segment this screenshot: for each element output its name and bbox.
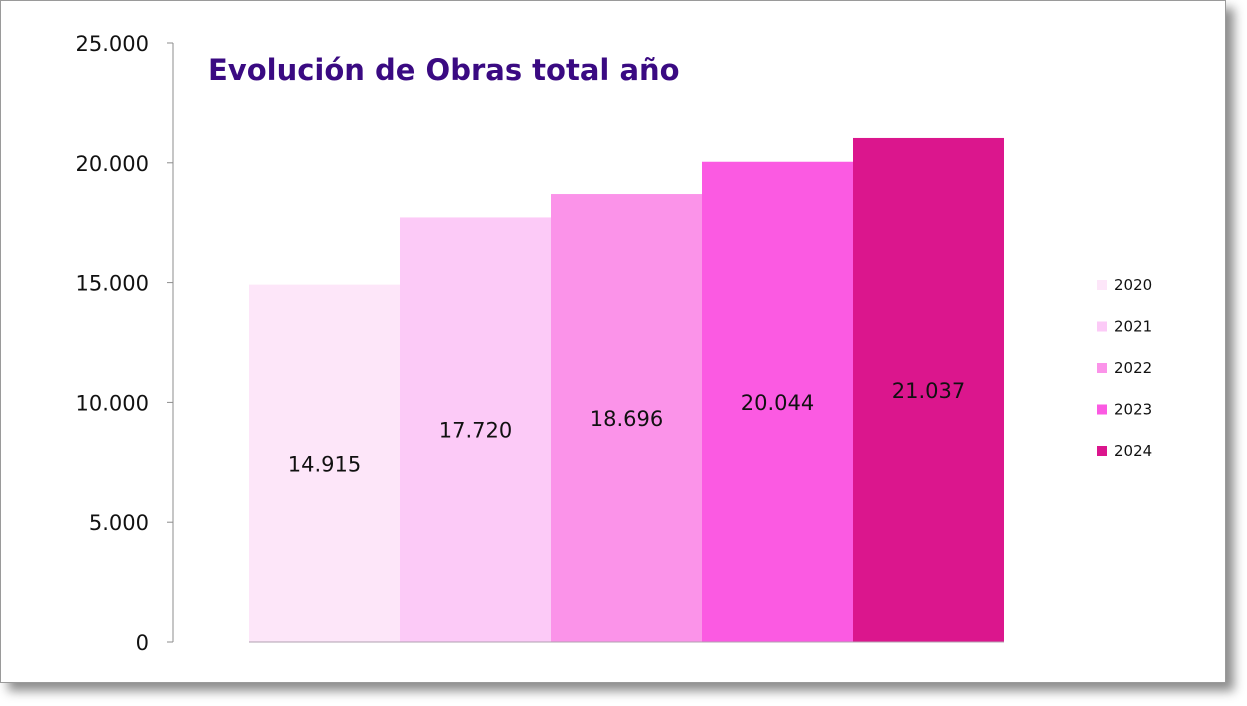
bar-2023 [702, 161, 853, 642]
data-label-2020: 14.915 [288, 452, 361, 476]
chart-title: Evolución de Obras total año [208, 53, 680, 87]
legend-swatch-2024 [1097, 446, 1107, 456]
data-label-2022: 18.696 [590, 407, 663, 431]
legend-label-2024: 2024 [1114, 442, 1152, 460]
data-label-2021: 17.720 [439, 419, 512, 443]
y-tick-label: 0 [136, 631, 149, 655]
legend-label-2021: 2021 [1114, 318, 1152, 336]
legend-swatch-2022 [1097, 363, 1107, 373]
bar-2024 [853, 137, 1004, 642]
y-tick-label: 20.000 [76, 152, 149, 176]
bar-chart: Evolución de Obras total año 0 5.000 10.00… [76, 32, 1153, 655]
legend-label-2023: 2023 [1114, 401, 1152, 419]
chart-frame: Evolución de Obras total año 0 5.000 10.00… [0, 0, 1226, 683]
legend-swatch-2020 [1097, 280, 1107, 290]
bar-2020 [249, 284, 400, 642]
legend-label-2020: 2020 [1114, 276, 1152, 294]
data-label-2023: 20.044 [741, 391, 814, 415]
y-axis: 0 5.000 10.000 15.000 20.000 25.000 [76, 32, 174, 655]
bars [249, 137, 1004, 643]
y-tick-label: 25.000 [76, 32, 149, 56]
data-labels: 14.915 17.720 18.696 20.044 21.037 [288, 379, 965, 476]
legend-swatch-2023 [1097, 404, 1107, 415]
bar-2022 [551, 194, 702, 643]
y-tick-label: 10.000 [76, 391, 149, 415]
data-label-2024: 21.037 [892, 379, 965, 403]
bar-2021 [400, 217, 551, 642]
legend-swatch-2021 [1097, 321, 1107, 332]
legend: 2020 2021 2022 2023 2024 [1097, 276, 1152, 460]
legend-label-2022: 2022 [1114, 359, 1152, 377]
y-tick-label: 15.000 [76, 272, 149, 296]
y-tick-label: 5.000 [89, 511, 149, 535]
